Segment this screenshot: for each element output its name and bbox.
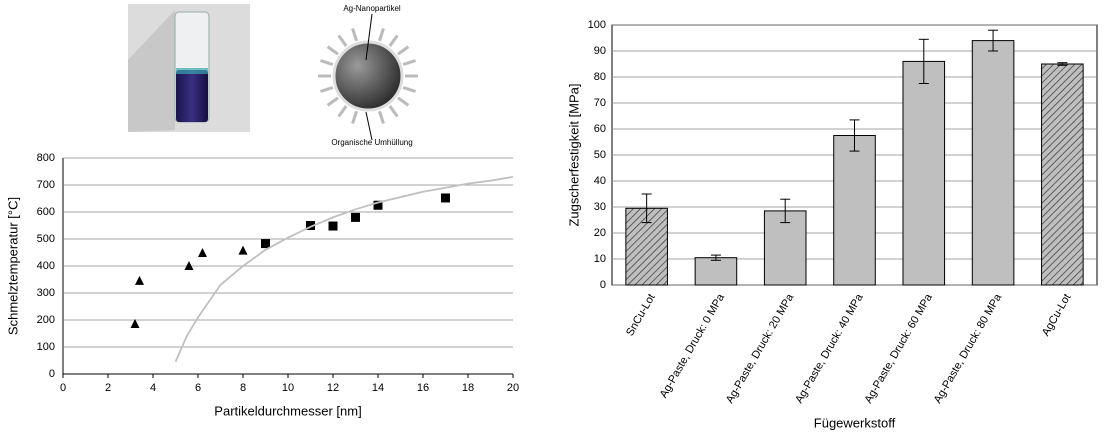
- y-tick-label: 100: [37, 341, 55, 353]
- ligand: [351, 110, 358, 125]
- y-tick-label: 0: [49, 368, 55, 380]
- square-marker: [328, 221, 338, 231]
- curve: [174, 176, 514, 363]
- bar: [694, 257, 738, 286]
- ligand: [402, 59, 417, 66]
- square-marker: [373, 200, 383, 210]
- x-tick-label: 16: [417, 382, 429, 394]
- ligand: [378, 110, 385, 125]
- ligand: [397, 96, 410, 107]
- x-tick-label: AgCu-Lot: [1040, 292, 1074, 338]
- square-marker: [441, 193, 450, 203]
- square-marker: [306, 221, 315, 230]
- y-tick-label: 10: [594, 253, 606, 265]
- x-tick-label: 6: [195, 382, 201, 394]
- y-tick-label: 400: [37, 260, 55, 272]
- x-tick-label: 4: [150, 382, 156, 394]
- y-tick-label: 700: [37, 179, 55, 191]
- y-tick-label: 500: [37, 233, 55, 245]
- square-marker: [261, 239, 270, 249]
- bar: [902, 60, 946, 286]
- x-axis-title: Fügewerkstoff: [814, 415, 896, 430]
- ligand: [351, 27, 358, 42]
- y-tick-label: 80: [594, 71, 606, 83]
- x-tick-label: 12: [327, 382, 339, 394]
- y-tick-label: 30: [594, 201, 606, 213]
- triangle-marker: [184, 261, 194, 270]
- ligand: [319, 59, 334, 66]
- ligand: [388, 105, 399, 118]
- x-tick-label: SnCu-Lot: [624, 292, 658, 338]
- ligand: [326, 45, 339, 56]
- photo: [128, 4, 250, 132]
- ligand: [326, 96, 339, 107]
- y-tick-label: 800: [37, 152, 55, 164]
- y-tick-label: 0: [600, 279, 606, 291]
- x-tick-label: Ag-Paste, Druck: 60 MPa: [862, 291, 935, 405]
- diagram-label: Ag-Nanopartikel: [343, 4, 401, 13]
- ligand: [337, 105, 348, 118]
- x-tick-label: 14: [372, 382, 384, 394]
- square-marker: [351, 212, 360, 222]
- y-tick-label: 100: [588, 19, 606, 31]
- y-tick-label: 40: [594, 175, 606, 187]
- x-tick-label: Ag-Paste, Druck: 20 MPa: [724, 291, 797, 405]
- y-tick-label: 300: [37, 287, 55, 299]
- x-axis-title: Partikeldurchmesser [nm]: [214, 403, 361, 418]
- x-tick-label: 0: [60, 382, 66, 394]
- diagram-label: Organische Umhüllung: [331, 138, 412, 147]
- ligand: [397, 45, 410, 56]
- ligand: [402, 86, 417, 93]
- triangle-marker: [238, 245, 248, 255]
- bar: [971, 40, 1015, 286]
- x-tick-label: 10: [282, 382, 294, 394]
- x-tick-label: 8: [240, 382, 246, 394]
- y-tick-label: 20: [594, 227, 606, 239]
- y-axis-title: Zugscherfestigkeit [MPa]: [566, 83, 581, 226]
- y-tick-label: 60: [594, 123, 606, 135]
- x-tick-label: Ag-Paste, Druck: 40 MPa: [793, 291, 866, 405]
- y-tick-label: 70: [594, 97, 606, 109]
- y-tick-label: 200: [37, 314, 55, 326]
- y-tick-label: 90: [594, 45, 606, 57]
- y-axis-title: Schmelztemperatur [°C]: [5, 197, 20, 335]
- x-tick-label: 20: [507, 382, 519, 394]
- ligand: [337, 34, 348, 47]
- x-tick-label: Ag-Paste, Druck: 80 MPa: [932, 291, 1005, 405]
- y-tick-label: 600: [37, 206, 55, 218]
- x-tick-label: Ag-Paste, Druck: 0 MPa: [658, 291, 728, 400]
- particle-diagram: Ag-Nanopartikel Organische Umhüllung: [318, 4, 418, 147]
- triangle-marker: [130, 319, 140, 329]
- ligand: [388, 34, 399, 47]
- bar: [763, 210, 807, 286]
- ligand: [319, 86, 334, 93]
- bar: [833, 135, 876, 286]
- ligand: [378, 27, 385, 42]
- bar: [1041, 63, 1084, 286]
- triangle-marker: [198, 248, 207, 258]
- x-tick-label: 18: [462, 382, 474, 394]
- triangle-marker: [135, 275, 144, 285]
- x-tick-label: 2: [105, 382, 111, 394]
- y-tick-label: 50: [594, 149, 606, 161]
